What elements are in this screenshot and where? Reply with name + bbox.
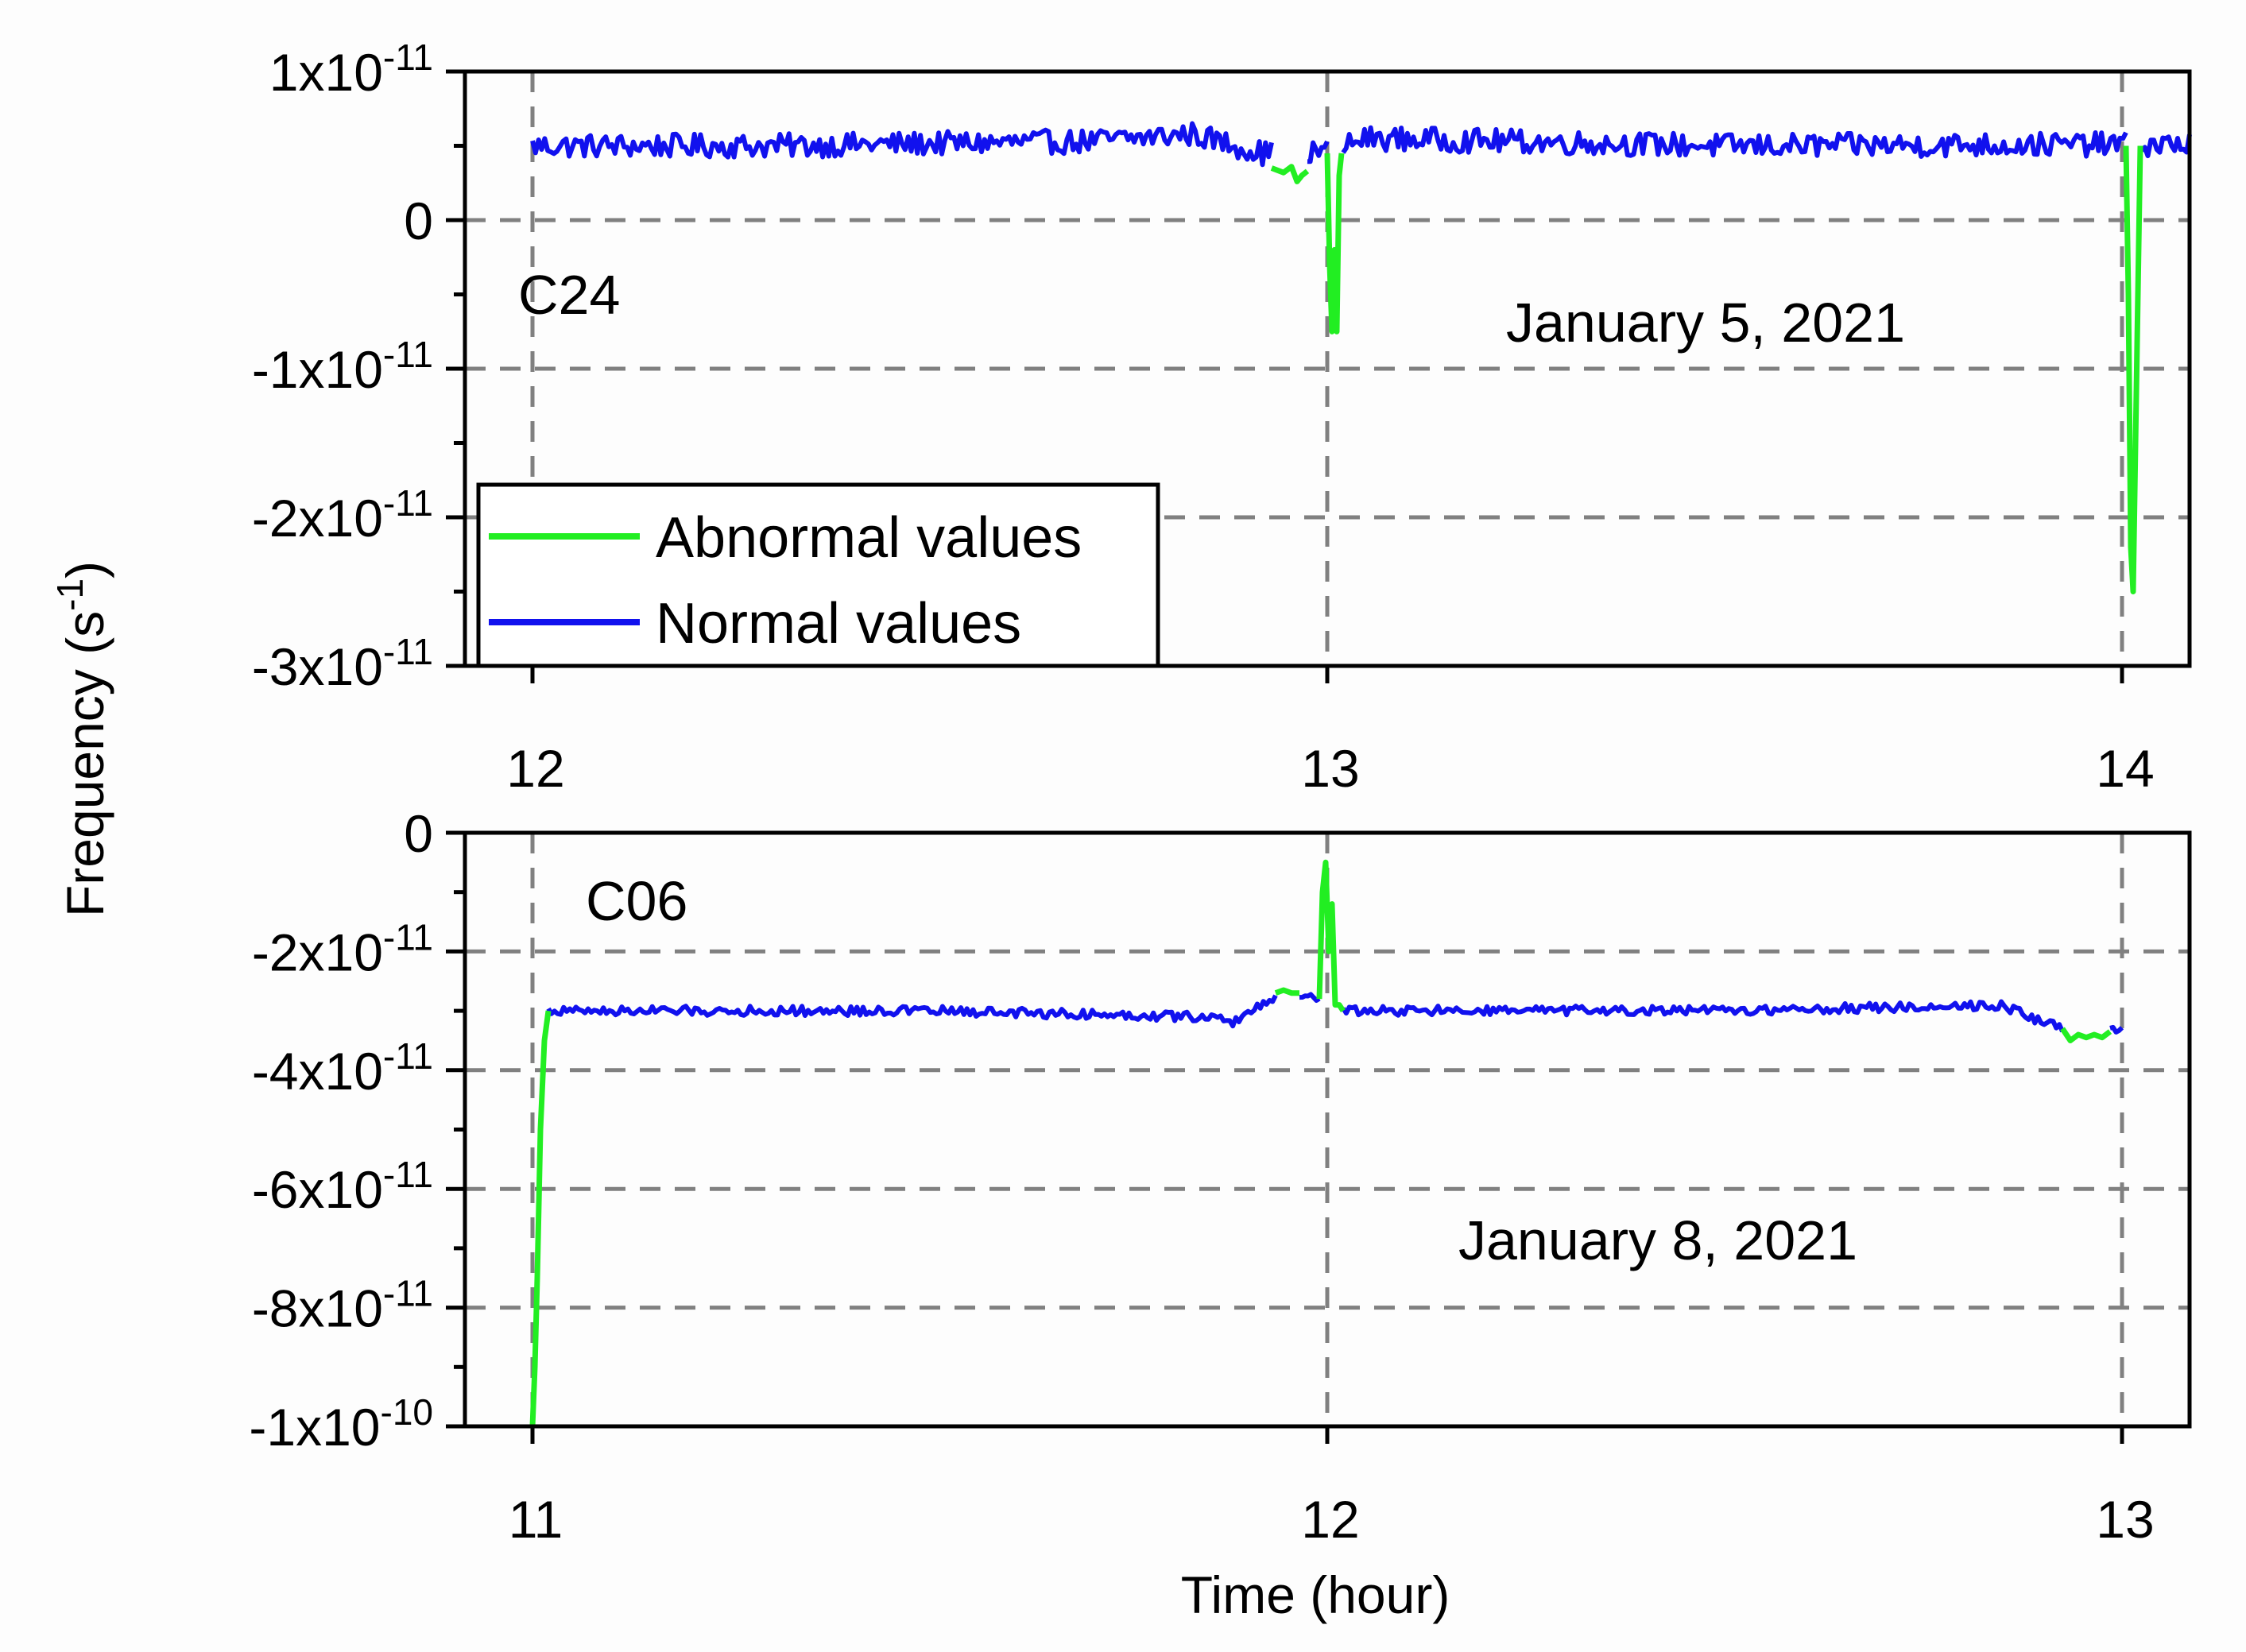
abnormal-series-segment (1324, 153, 1345, 335)
top-panel-label: C24 (518, 264, 620, 326)
bottom-panel-label: C06 (586, 870, 687, 932)
normal-series-segment (1299, 992, 1321, 1003)
abnormal-series-segment (1274, 987, 1299, 996)
top-x-ticks: 12 13 14 (506, 666, 2155, 798)
y-tick-label: 1x10-11 (269, 37, 433, 102)
legend-box (476, 482, 1160, 668)
top-y-ticks: 1x10-11 0 -1x10-11 -2x10-11 -3x10-11 (252, 37, 465, 696)
bottom-panel-date: January 8, 2021 (1458, 1209, 1857, 1271)
abnormal-series-segment (529, 1010, 552, 1427)
y-axis-title: Frequency (s-1) (49, 561, 114, 917)
y-tick-label: 0 (404, 192, 433, 250)
legend: Abnormal values Normal values (476, 482, 1160, 668)
abnormal-series-segment (2123, 145, 2143, 594)
top-normal-series (530, 121, 2192, 168)
y-tick-label: -1x10-10 (249, 1391, 433, 1457)
bottom-panel: 0 -2x10-11 -4x10-11 -6x10-11 -8x10-11 -1x10-1… (249, 804, 2192, 1549)
top-panel: 1x10-110-1x10-11-2x10-11-3x10-11 12 13 14 … (252, 37, 2192, 798)
y-tick-label: -1x10-11 (252, 334, 433, 399)
x-tick-label: 13 (1301, 739, 1359, 798)
bottom-normal-series (546, 992, 2124, 1035)
bottom-y-ticks: 0 -2x10-11 -4x10-11 -6x10-11 -8x10-11 -1x10-1… (249, 804, 465, 1457)
y-tick-label: -2x10-11 (252, 482, 433, 547)
normal-series-segment (1341, 999, 2065, 1033)
abnormal-series-segment (1270, 164, 1310, 184)
normal-series-segment (1341, 125, 2128, 159)
x-tick-label: 13 (2096, 1490, 2154, 1549)
normal-series-segment (530, 121, 1274, 168)
normal-series-segment (1307, 140, 1330, 164)
y-tick-label: -3x10-11 (252, 631, 433, 696)
normal-series-segment (2140, 133, 2192, 159)
bottom-abnormal-series (529, 859, 2112, 1427)
y-tick-label: 0 (404, 804, 433, 863)
normal-series-segment (546, 994, 1278, 1029)
top-panel-date: January 5, 2021 (1506, 292, 1905, 354)
y-tick-label: -8x10-11 (252, 1273, 433, 1338)
bottom-x-ticks: 11 12 13 (509, 1426, 2155, 1549)
x-tick-label: 14 (2096, 739, 2154, 798)
y-tick-label: -2x10-11 (252, 916, 433, 981)
x-tick-label: 12 (506, 739, 564, 798)
abnormal-series-segment (1316, 859, 1346, 1013)
x-axis-title: Time (hour) (1181, 1565, 1450, 1624)
normal-series-segment (2109, 1024, 2124, 1035)
top-abnormal-series (1270, 145, 2143, 594)
x-tick-label: 12 (1301, 1490, 1359, 1549)
bottom-grid (465, 833, 2190, 1426)
y-tick-label: -4x10-11 (252, 1035, 433, 1101)
legend-label-normal: Normal values (656, 592, 1021, 656)
x-tick-label: 11 (509, 1490, 563, 1549)
abnormal-series-segment (2060, 1027, 2112, 1043)
y-tick-label: -6x10-11 (252, 1154, 433, 1219)
legend-label-abnormal: Abnormal values (656, 506, 1082, 570)
